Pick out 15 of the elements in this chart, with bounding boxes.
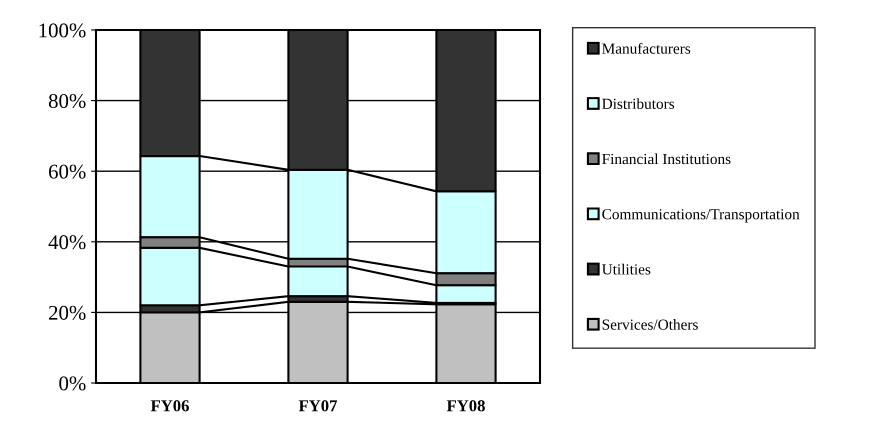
legend-label: Distributors	[602, 98, 674, 109]
y-tick-label: 100%	[40, 23, 86, 38]
legend-label: Services/Others	[602, 319, 698, 330]
y-tick-label: 20%	[49, 306, 86, 320]
x-tick-label: FY08	[446, 400, 485, 412]
x-tick-label: FY07	[298, 400, 338, 412]
legend-label: Financial Institutions	[602, 153, 731, 164]
x-tick-label: FY06	[150, 400, 189, 412]
y-tick-label: 40%	[48, 235, 86, 250]
y-tick-label: 0%	[59, 376, 86, 390]
legend-label: Communications/Transportation	[602, 209, 800, 222]
legend-label: Manufacturers	[602, 42, 690, 54]
legend-label: Utilities	[602, 264, 650, 275]
y-tick-label: 60%	[48, 164, 86, 179]
y-tick-label: 80%	[48, 94, 86, 108]
